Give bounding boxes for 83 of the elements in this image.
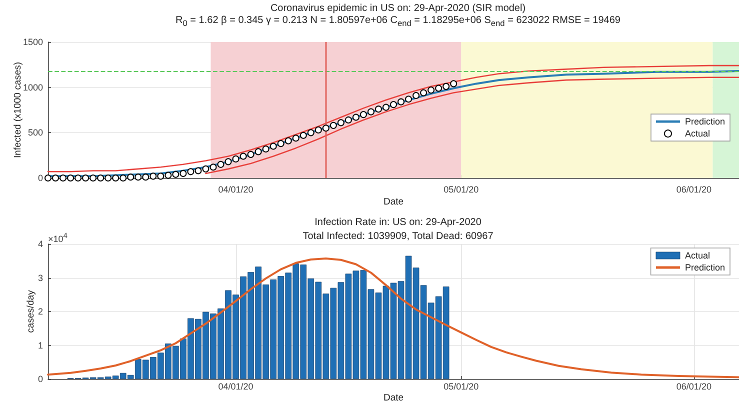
point xyxy=(412,92,420,99)
point xyxy=(262,145,270,152)
point xyxy=(180,170,187,177)
point xyxy=(360,111,367,118)
point xyxy=(60,174,67,182)
y-tick-label: 0 xyxy=(38,173,43,183)
point xyxy=(142,174,150,181)
text: ×10$^{4}$ xyxy=(48,230,68,245)
point xyxy=(344,116,352,124)
point xyxy=(240,152,247,160)
y-axis-title: cases/day xyxy=(26,290,36,333)
point xyxy=(67,174,74,182)
point xyxy=(232,155,240,162)
point xyxy=(284,137,292,144)
chart-subtitle: R$_{0}$ = 1.62 β = 0.345 γ = 0.213 N = 1.80597e+06 C$_{end}$ = 1.18295e+06 S$_{end}$ = 623022 RMSE = 19469 xyxy=(176,14,620,28)
point xyxy=(224,158,232,166)
point xyxy=(164,172,172,179)
y-tick-label: 1000 xyxy=(22,82,43,92)
point xyxy=(450,80,458,88)
point xyxy=(150,172,157,180)
chart-title: Infection Rate in: US on: 29-Apr-2020 xyxy=(314,216,482,228)
point xyxy=(367,108,374,116)
point xyxy=(112,174,120,182)
chart-subtitle: Total Infected: 1039909, Total Dead: 60967 xyxy=(302,230,494,242)
point xyxy=(330,122,337,129)
legend-label: Prediction xyxy=(684,116,726,127)
point xyxy=(127,174,134,181)
point xyxy=(390,101,397,108)
point xyxy=(120,174,127,182)
point xyxy=(254,148,262,156)
y-axis-title: Infected (x1000 cases) xyxy=(12,62,24,158)
point xyxy=(90,174,97,182)
y-tick-label: 500 xyxy=(28,128,43,138)
y-tick-label: 1500 xyxy=(22,37,43,47)
point xyxy=(210,164,217,171)
point xyxy=(300,132,307,139)
point xyxy=(314,126,322,134)
point xyxy=(322,124,330,132)
point xyxy=(420,89,428,96)
point xyxy=(398,98,405,106)
point xyxy=(292,134,300,142)
point xyxy=(134,174,142,181)
point xyxy=(74,174,82,182)
point xyxy=(217,160,224,168)
point xyxy=(202,165,210,172)
point xyxy=(247,150,254,158)
point xyxy=(44,174,52,182)
point xyxy=(442,82,450,90)
point xyxy=(194,167,202,174)
point xyxy=(82,174,90,182)
x-axis-title: Date xyxy=(383,392,404,404)
point xyxy=(277,140,284,148)
point xyxy=(374,106,382,113)
y-tick-label: 3 xyxy=(38,272,43,283)
chart-title: Coronavirus epidemic in US on: 29-Apr-2020 (SIR model) xyxy=(270,2,526,14)
point xyxy=(337,119,344,126)
point xyxy=(307,129,314,136)
legend-label: Actual xyxy=(684,250,710,260)
x-tick-label: 04/01/20 xyxy=(218,382,254,392)
point xyxy=(435,84,442,92)
x-axis-title: Date xyxy=(383,196,404,208)
point xyxy=(52,174,60,182)
point xyxy=(352,114,360,121)
point xyxy=(428,86,435,94)
point xyxy=(157,172,164,180)
point xyxy=(172,170,180,178)
point xyxy=(405,96,412,103)
x-tick-label: 05/01/20 xyxy=(444,382,479,392)
x-tick-label: 05/01/20 xyxy=(444,184,479,194)
point xyxy=(97,174,104,182)
x-tick-label: 06/01/20 xyxy=(676,382,712,392)
x-tick-label: 04/01/20 xyxy=(218,184,254,194)
y-tick-label: 2 xyxy=(38,306,43,316)
y-tick-label: 0 xyxy=(38,374,43,384)
y-tick-label: 1 xyxy=(38,340,43,350)
legend-label: Prediction xyxy=(684,262,726,272)
legend-label: Actual xyxy=(684,128,710,139)
point xyxy=(382,104,390,111)
point xyxy=(187,168,194,176)
point xyxy=(104,174,112,182)
point xyxy=(270,142,277,150)
y-tick-label: 4 xyxy=(38,239,43,249)
x-tick-label: 06/01/20 xyxy=(676,184,712,194)
